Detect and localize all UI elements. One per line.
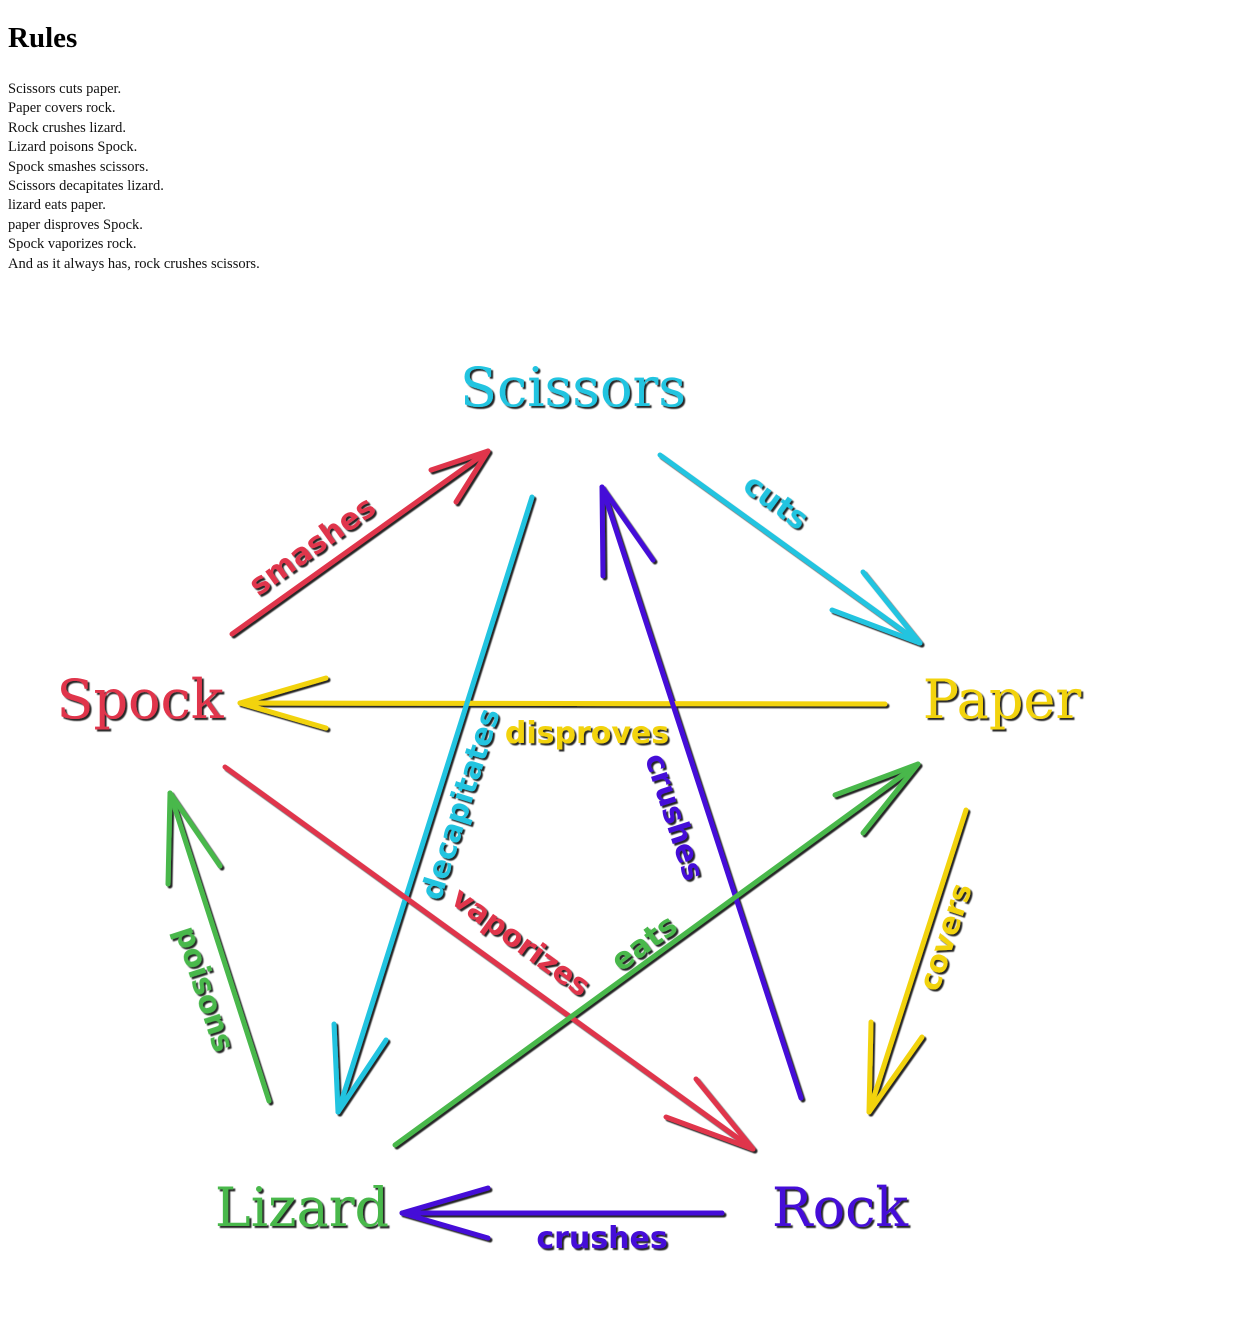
arrows-group (165, 448, 969, 1241)
label-covers: covers (912, 879, 980, 995)
label-cuts: cuts (736, 467, 814, 537)
arrow-paper-disproves-spock (237, 675, 888, 731)
rule-line: Spock vaporizes rock. (8, 236, 137, 253)
arrow-rock-crushes-lizard (399, 1185, 725, 1241)
node-lizard: Lizard (215, 1176, 389, 1239)
label-decapitates: decapitates (414, 704, 507, 904)
node-rock: Rock (772, 1176, 909, 1239)
label-crushes-scissors: crushes (637, 749, 711, 885)
rule-line: paper disproves Spock. (8, 216, 143, 233)
label-eats: eats (605, 908, 684, 979)
node-labels: Scissors Paper Spock Lizard Rock (56, 356, 1081, 1239)
rule-line: And as it always has, rock crushes sciss… (8, 255, 260, 272)
rule-line: Scissors cuts paper. (8, 81, 122, 97)
rule-line: Paper covers rock. (8, 100, 116, 117)
label-disproves: disproves (505, 716, 669, 751)
rule-line: Rock crushes lizard. (8, 119, 126, 136)
label-smashes: smashes (243, 489, 383, 603)
arrow-spock-vaporizes-rock (222, 764, 756, 1152)
node-spock: Spock (56, 668, 224, 731)
rule-line: Spock smashes scissors. (8, 158, 149, 175)
arrow-scissors-decapitates-lizard (331, 494, 535, 1115)
rule-line: Lizard poisons Spock. (8, 139, 138, 156)
relation-labels: smashes cuts disproves decapitates crush… (167, 467, 979, 1256)
rules-list: Scissors cuts paper. Paper covers rock. … (8, 80, 260, 274)
label-crushes-lizard: crushes (536, 1221, 667, 1256)
arrow-lizard-eats-paper (392, 761, 921, 1148)
label-poisons: poisons (167, 922, 240, 1057)
arrow-lizard-poisons-spock (165, 790, 272, 1104)
arrow-spock-smashes-scissors (229, 448, 491, 637)
arrow-scissors-cuts-paper (657, 452, 923, 646)
arrow-paper-covers-rock (866, 807, 969, 1115)
rule-line: lizard eats paper. (8, 197, 106, 214)
arrow-rock-crushes-scissors (599, 484, 804, 1101)
rule-line: Scissors decapitates lizard. (8, 178, 164, 195)
rules-heading: Rules (8, 22, 78, 54)
node-paper: Paper (923, 668, 1082, 731)
node-scissors: Scissors (460, 356, 686, 419)
